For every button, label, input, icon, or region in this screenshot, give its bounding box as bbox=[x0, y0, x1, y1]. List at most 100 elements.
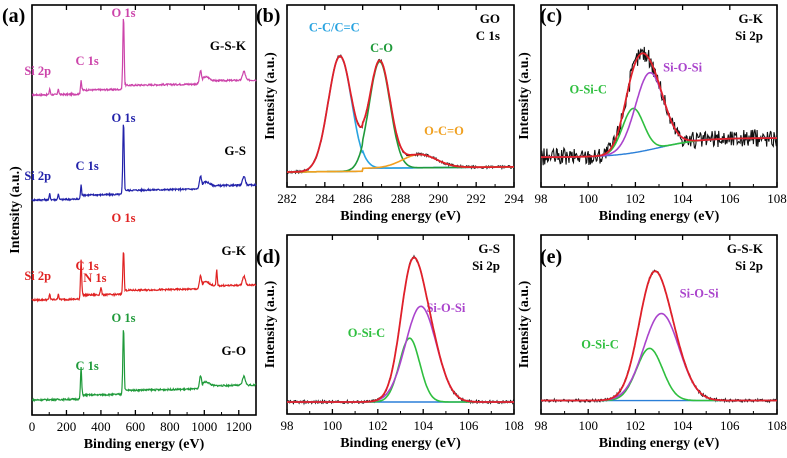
series-label: G-S bbox=[224, 143, 246, 158]
panel-d: 98 100 102 104 106 108 Binding energy (eV) Inte… bbox=[256, 234, 524, 451]
panel-b: 282 284 286 288 290 292 294 Binding energy (eV)… bbox=[256, 4, 524, 224]
x-tick-label: 200 bbox=[57, 419, 77, 434]
x-tick-label: 284 bbox=[315, 191, 335, 206]
component-label: C-O bbox=[370, 41, 393, 55]
x-tick-label: 98 bbox=[535, 418, 548, 433]
series-line bbox=[31, 18, 257, 98]
x-tick-label: 104 bbox=[413, 418, 433, 433]
component-label: Si-O-Si bbox=[663, 60, 702, 74]
x-axis-label: Binding energy (eV) bbox=[599, 436, 720, 451]
sample-title: GO bbox=[480, 11, 500, 26]
series-label: G-S-K bbox=[210, 38, 247, 53]
x-tick-label: 98 bbox=[535, 191, 548, 206]
sample-title: G-S bbox=[478, 241, 500, 256]
peak-annotation: C 1s bbox=[75, 259, 98, 273]
core-level-subtitle: Si 2p bbox=[735, 258, 763, 273]
panel-letter: (c) bbox=[540, 5, 562, 27]
x-tick-label: 98 bbox=[281, 418, 294, 433]
x-tick-label: 104 bbox=[673, 418, 693, 433]
raw-spectrum-line bbox=[286, 254, 515, 406]
component-o-si-c bbox=[541, 347, 777, 402]
panel-letter: (e) bbox=[540, 246, 562, 268]
series-line bbox=[31, 330, 257, 403]
x-tick-label: 106 bbox=[459, 418, 479, 433]
series-label: G-K bbox=[221, 243, 246, 258]
fitted-envelope-line bbox=[287, 256, 514, 403]
x-tick-label: 800 bbox=[160, 419, 180, 434]
x-tick-label: 102 bbox=[626, 191, 646, 206]
component-si-o-si bbox=[541, 312, 777, 402]
y-axis-label: Intensity (a.u.) bbox=[263, 52, 278, 140]
panel-e: 98 100 102 104 106 108 Binding energy (eV) Inte… bbox=[517, 234, 787, 451]
peak-annotation: C 1s bbox=[75, 159, 98, 173]
x-tick-label: 600 bbox=[126, 419, 146, 434]
panel-letter: (d) bbox=[256, 246, 280, 268]
series-line bbox=[31, 124, 257, 202]
peak-annotation: Si 2p bbox=[24, 64, 51, 78]
x-tick-label: 100 bbox=[578, 418, 598, 433]
fitted-envelope-line bbox=[541, 52, 777, 159]
series-g-s: G-S O 1s C 1s Si 2p bbox=[24, 111, 257, 202]
panel-c: 98 100 102 104 106 108 Binding energy (eV) Inte… bbox=[517, 4, 787, 224]
component-label: O-Si-C bbox=[581, 337, 619, 351]
peak-annotation: O 1s bbox=[112, 111, 136, 125]
core-level-subtitle: C 1s bbox=[476, 28, 500, 43]
x-tick-label: 106 bbox=[720, 191, 740, 206]
x-tick-label: 102 bbox=[368, 418, 388, 433]
component-c-o bbox=[287, 60, 514, 173]
component-label: Si-O-Si bbox=[680, 287, 719, 301]
x-tick-label: 108 bbox=[767, 191, 787, 206]
x-tick-label: 0 bbox=[29, 419, 36, 434]
x-axis-label: Binding energy (eV) bbox=[340, 209, 461, 224]
y-axis-label: Intensity (a.u.) bbox=[517, 280, 532, 368]
core-level-subtitle: Si 2p bbox=[735, 28, 763, 43]
component-label: O-Si-C bbox=[348, 326, 386, 340]
component-label: Si-O-Si bbox=[426, 301, 465, 315]
peak-annotation: O 1s bbox=[112, 6, 136, 20]
x-axis-label: Binding energy (eV) bbox=[599, 209, 720, 224]
x-tick-label: 288 bbox=[391, 191, 411, 206]
x-tick-label: 292 bbox=[466, 191, 486, 206]
sample-title: G-K bbox=[738, 11, 763, 26]
raw-spectrum-line bbox=[540, 269, 778, 404]
x-tick-label: 108 bbox=[767, 418, 787, 433]
panel-letter: (b) bbox=[256, 5, 280, 27]
component-label: C-C/C=C bbox=[309, 20, 360, 34]
x-tick-label: 100 bbox=[578, 191, 598, 206]
peak-annotation: O 1s bbox=[112, 211, 136, 225]
x-tick-label: 108 bbox=[504, 418, 524, 433]
peak-annotation: O 1s bbox=[112, 311, 136, 325]
series-label: G-O bbox=[221, 343, 246, 358]
sample-title: G-S-K bbox=[727, 241, 764, 256]
peak-annotation: Si 2p bbox=[24, 169, 51, 183]
x-tick-label: 102 bbox=[626, 418, 646, 433]
core-level-subtitle: Si 2p bbox=[472, 258, 500, 273]
component-o-si-c bbox=[541, 107, 777, 158]
component-o-c-o bbox=[287, 153, 514, 173]
component-o-si-c bbox=[287, 337, 514, 403]
x-tick-label: 290 bbox=[429, 191, 449, 206]
x-axis-label: Binding energy (eV) bbox=[340, 436, 461, 451]
x-tick-label: 1200 bbox=[226, 419, 252, 434]
series-g-k: G-K O 1s C 1sN 1s Si 2p bbox=[24, 211, 257, 303]
series-g-o: G-O O 1s C 1s bbox=[31, 311, 257, 403]
fitted-envelope-line bbox=[287, 55, 514, 173]
panel-letter: (a) bbox=[2, 5, 25, 27]
component-label: O-Si-C bbox=[569, 83, 607, 97]
series-g-s-k: G-S-K O 1s C 1s Si 2p bbox=[24, 6, 257, 98]
series-line bbox=[31, 252, 257, 303]
y-axis-label: Intensity (a.u.) bbox=[517, 52, 532, 140]
peak-annotation: C 1s bbox=[75, 359, 98, 373]
plot-frame bbox=[31, 4, 257, 416]
x-tick-label: 282 bbox=[277, 191, 297, 206]
panel-a: 0 200 400 600 800 1000 1200 Binding energy (eV)… bbox=[2, 4, 257, 452]
y-axis-label: Intensity (a.u.) bbox=[8, 166, 23, 254]
x-tick-label: 106 bbox=[720, 418, 740, 433]
peak-annotation: C 1s bbox=[75, 54, 98, 68]
fitted-envelope-line bbox=[541, 270, 777, 402]
peak-annotation: N 1s bbox=[83, 271, 106, 285]
x-tick-label: 104 bbox=[673, 191, 693, 206]
x-tick-label: 400 bbox=[91, 419, 111, 434]
x-axis-label: Binding energy (eV) bbox=[84, 437, 205, 452]
x-tick-label: 100 bbox=[323, 418, 343, 433]
